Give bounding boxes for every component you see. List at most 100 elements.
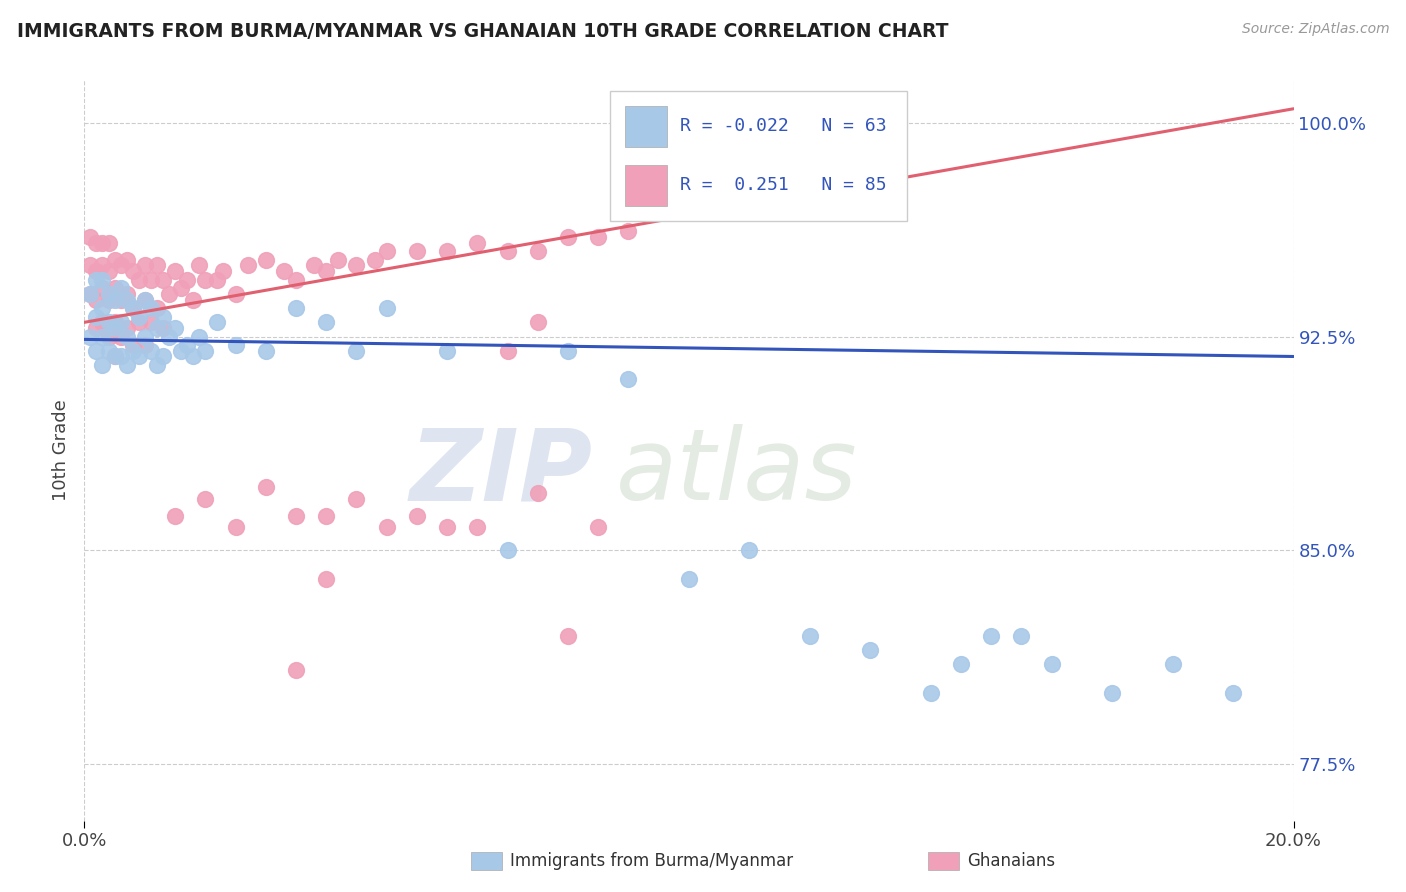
Point xyxy=(176,272,198,286)
Point xyxy=(134,338,156,352)
Point xyxy=(406,244,429,259)
Point xyxy=(97,293,120,307)
Point xyxy=(86,293,108,307)
Point xyxy=(110,315,132,329)
Point xyxy=(86,235,108,250)
Point xyxy=(346,258,368,272)
Point xyxy=(496,343,519,358)
Point xyxy=(467,520,489,534)
Point xyxy=(165,508,187,523)
Point xyxy=(91,358,114,372)
Point xyxy=(181,350,204,364)
Text: R = -0.022   N = 63: R = -0.022 N = 63 xyxy=(681,117,887,136)
Point xyxy=(207,272,229,286)
Point xyxy=(128,350,150,364)
Point xyxy=(104,293,127,307)
Point xyxy=(315,572,337,586)
Point xyxy=(225,286,247,301)
Point xyxy=(920,685,942,699)
Point xyxy=(467,235,489,250)
Point xyxy=(139,343,162,358)
Point xyxy=(91,272,114,286)
Point xyxy=(1101,685,1123,699)
Point xyxy=(315,508,337,523)
Point xyxy=(97,235,120,250)
Point xyxy=(91,301,114,315)
Point xyxy=(110,350,132,364)
Point xyxy=(496,244,519,259)
Text: R =  0.251   N = 85: R = 0.251 N = 85 xyxy=(681,177,887,194)
Point xyxy=(799,628,821,642)
Point xyxy=(678,572,700,586)
Text: Source: ZipAtlas.com: Source: ZipAtlas.com xyxy=(1241,22,1389,37)
Point xyxy=(254,252,277,267)
Point xyxy=(146,258,169,272)
Point xyxy=(97,264,120,278)
Point xyxy=(212,264,235,278)
Point xyxy=(104,350,127,364)
Point xyxy=(104,350,127,364)
Point xyxy=(115,252,138,267)
Point xyxy=(91,315,114,329)
Point xyxy=(194,491,217,506)
Point xyxy=(146,301,169,315)
Point xyxy=(79,286,101,301)
Point xyxy=(128,310,150,324)
Point xyxy=(285,508,308,523)
Point xyxy=(104,315,127,329)
Point xyxy=(157,286,180,301)
Point xyxy=(79,329,101,343)
Point xyxy=(110,293,132,307)
Point xyxy=(152,350,174,364)
Point xyxy=(617,372,640,386)
Point xyxy=(115,286,138,301)
FancyBboxPatch shape xyxy=(624,106,668,147)
Point xyxy=(436,520,458,534)
Point xyxy=(121,343,143,358)
Point xyxy=(79,286,101,301)
Point xyxy=(115,358,138,372)
Point xyxy=(1161,657,1184,671)
Point xyxy=(738,543,761,558)
Point xyxy=(152,272,174,286)
Point xyxy=(115,321,138,335)
Point xyxy=(436,343,458,358)
Text: IMMIGRANTS FROM BURMA/MYANMAR VS GHANAIAN 10TH GRADE CORRELATION CHART: IMMIGRANTS FROM BURMA/MYANMAR VS GHANAIA… xyxy=(17,22,949,41)
Point xyxy=(188,329,211,343)
Point xyxy=(79,230,101,244)
Point xyxy=(86,272,108,286)
Point xyxy=(527,244,550,259)
Point xyxy=(588,230,610,244)
Point xyxy=(86,343,108,358)
Point xyxy=(86,264,108,278)
Point xyxy=(110,281,132,295)
Point xyxy=(375,520,398,534)
Point xyxy=(134,329,156,343)
Point xyxy=(139,315,162,329)
Point xyxy=(104,252,127,267)
Text: Immigrants from Burma/Myanmar: Immigrants from Burma/Myanmar xyxy=(510,852,793,870)
Point xyxy=(315,315,337,329)
Point xyxy=(91,281,114,295)
Point xyxy=(128,272,150,286)
Point xyxy=(207,315,229,329)
Point xyxy=(328,252,350,267)
Point xyxy=(115,329,138,343)
Point xyxy=(496,543,519,558)
Text: Ghanaians: Ghanaians xyxy=(967,852,1056,870)
Point xyxy=(97,343,120,358)
Y-axis label: 10th Grade: 10th Grade xyxy=(52,400,70,501)
Point xyxy=(188,258,211,272)
Point xyxy=(254,343,277,358)
Point xyxy=(110,258,132,272)
Point xyxy=(375,301,398,315)
FancyBboxPatch shape xyxy=(624,165,668,206)
Point xyxy=(79,258,101,272)
Point xyxy=(134,258,156,272)
Point xyxy=(97,329,120,343)
Point xyxy=(157,329,180,343)
Point xyxy=(1040,657,1063,671)
Point xyxy=(139,301,162,315)
Text: ZIP: ZIP xyxy=(409,425,592,521)
Point xyxy=(194,343,217,358)
